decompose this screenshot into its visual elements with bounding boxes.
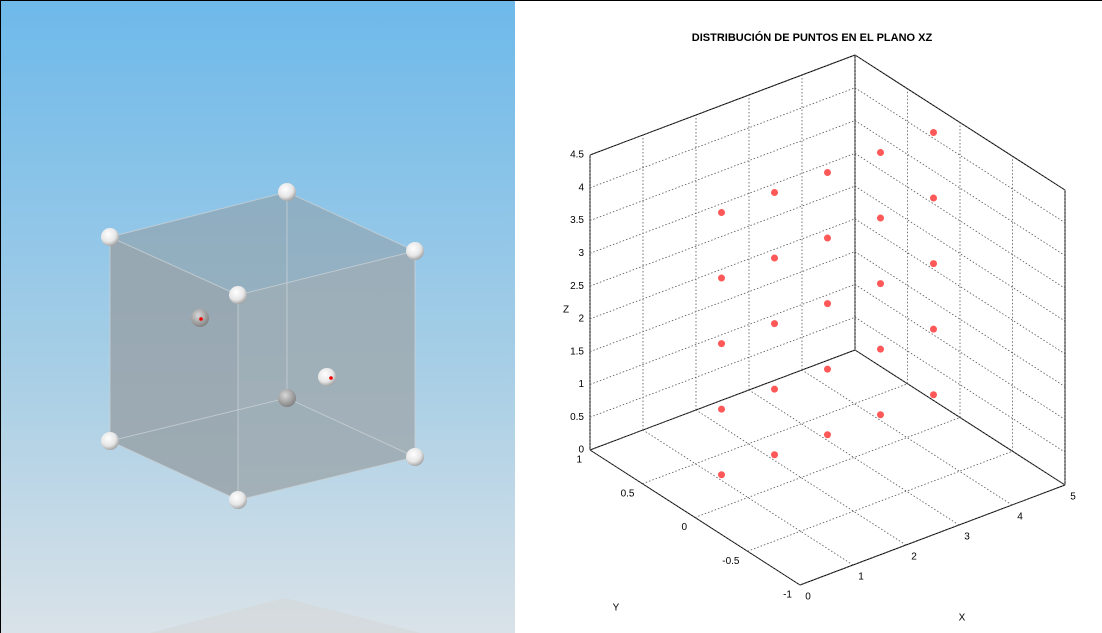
z-tick-label: 0.5 <box>570 412 584 423</box>
atoms <box>101 183 424 509</box>
grid-line <box>642 383 908 485</box>
point <box>824 234 831 242</box>
point <box>877 280 884 288</box>
floor-reflection <box>150 598 420 633</box>
y-tick-label: 0 <box>681 522 687 533</box>
render-view <box>0 0 515 633</box>
atom <box>229 286 247 304</box>
atom <box>101 228 119 246</box>
axis-line <box>799 484 1066 586</box>
atom <box>229 491 247 509</box>
y-tick-label: 1 <box>576 455 582 466</box>
grid-line <box>589 316 856 418</box>
z-tick-label: 2.5 <box>570 281 584 292</box>
y-tick-label: 0.5 <box>621 488 635 499</box>
x-axis-label: X <box>959 613 966 624</box>
chart-title: DISTRIBUCIÓN DE PUNTOS EN EL PLANO XZ <box>692 31 933 44</box>
atom-marker <box>329 376 333 380</box>
grid-line <box>747 450 1013 552</box>
atom <box>406 242 424 260</box>
point <box>930 129 937 136</box>
atom <box>406 448 424 466</box>
point <box>718 405 725 413</box>
x-tick-label: 2 <box>911 552 917 563</box>
point <box>771 385 778 393</box>
atom <box>278 389 296 407</box>
point <box>930 194 937 202</box>
grid-line <box>589 251 856 353</box>
point <box>930 260 937 268</box>
cube-face <box>110 237 238 500</box>
z-tick-label: 0 <box>578 445 584 456</box>
y-tick-label: -0.5 <box>722 556 740 567</box>
point <box>930 391 937 399</box>
x-tick-label: 0 <box>805 592 811 603</box>
atom <box>318 368 336 386</box>
point <box>877 345 884 353</box>
point <box>877 411 884 419</box>
point <box>718 471 725 479</box>
chart: DISTRIBUCIÓN DE PUNTOS EN EL PLANO XZ Z … <box>563 31 1076 624</box>
point <box>718 209 725 216</box>
axis-line <box>589 54 856 156</box>
point <box>771 320 778 328</box>
grid-line <box>589 152 856 254</box>
point <box>824 431 831 439</box>
point <box>930 325 937 333</box>
axis-line <box>589 349 856 451</box>
point <box>718 274 725 282</box>
grid-line <box>854 218 1066 355</box>
grid-line <box>589 218 856 320</box>
z-tick-label: 1 <box>578 379 584 390</box>
point <box>877 149 884 156</box>
point <box>771 189 778 196</box>
z-axis-label: Z <box>563 305 569 316</box>
x-tick-label: 4 <box>1017 512 1023 523</box>
y-axis-label: Y <box>613 603 620 614</box>
x-tick-label: 3 <box>964 532 970 543</box>
grid-line <box>589 284 856 385</box>
y-tick-label: -1 <box>783 590 792 601</box>
grid-line <box>589 120 856 221</box>
grid-line <box>801 369 1013 506</box>
grid-line <box>589 87 856 189</box>
z-tick-label: 4 <box>578 182 584 193</box>
point <box>718 340 725 348</box>
x-tick-label: 5 <box>1070 492 1076 503</box>
grid-line <box>589 185 856 287</box>
point <box>877 214 884 222</box>
point <box>771 254 778 262</box>
point <box>824 169 831 176</box>
point <box>824 300 831 308</box>
z-tick-label: 4.5 <box>570 150 584 161</box>
z-tick-label: 3 <box>578 248 584 259</box>
point <box>824 365 831 373</box>
point <box>771 451 778 459</box>
x-tick-label: 1 <box>858 572 864 583</box>
atom-marker <box>199 317 203 321</box>
z-tick-label: 3.5 <box>570 215 584 226</box>
atom <box>278 183 296 201</box>
z-tick-label: 1.5 <box>570 346 584 357</box>
grid-line <box>748 389 960 526</box>
z-tick-label: 2 <box>578 314 584 325</box>
atom <box>101 432 119 450</box>
